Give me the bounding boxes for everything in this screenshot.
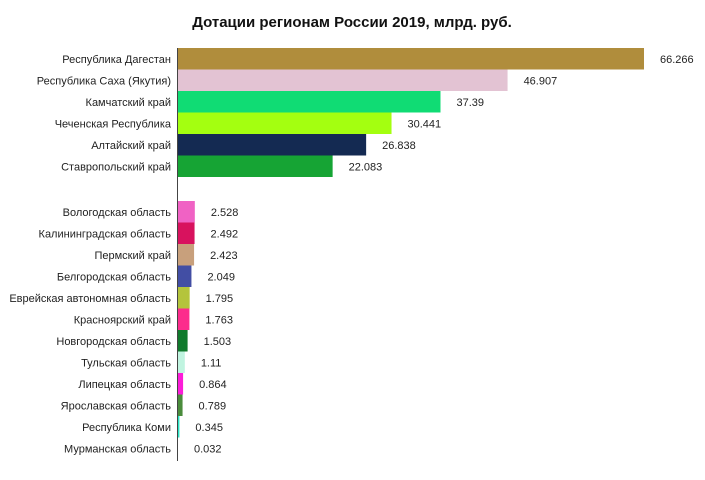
bar-0-3 [177, 112, 392, 134]
bar-1-7 [177, 351, 185, 373]
value-label-1-1: 2.492 [211, 228, 239, 240]
value-label-1-6: 1.503 [204, 336, 232, 348]
bar-1-5 [177, 308, 190, 330]
value-label-0-2: 37.39 [457, 97, 485, 109]
category-label-1-1: Калининградская область [39, 228, 172, 240]
category-label-0-2: Камчатский край [86, 97, 171, 109]
value-label-0-1: 46.907 [524, 75, 558, 87]
category-label-1-7: Тульская область [81, 357, 171, 369]
bar-1-9 [177, 394, 183, 416]
value-label-1-4: 1.795 [206, 293, 234, 305]
bar-0-2 [177, 91, 441, 113]
chart-title: Дотации регионам России 2019, млрд. руб. [192, 14, 512, 31]
value-label-0-4: 26.838 [382, 140, 416, 152]
value-label-1-0: 2.528 [211, 207, 239, 219]
category-label-1-8: Липецкая область [78, 379, 171, 391]
category-label-0-3: Чеченская Республика [55, 118, 172, 130]
bar-0-5 [177, 155, 333, 177]
value-label-0-3: 30.441 [408, 118, 442, 130]
value-label-1-11: 0.032 [194, 443, 222, 455]
bars-group [177, 48, 644, 459]
category-label-1-11: Мурманская область [64, 443, 171, 455]
category-label-0-5: Ставропольский край [61, 161, 171, 173]
category-label-0-0: Республика Дагестан [62, 54, 171, 66]
labels-group: Республика Дагестан 66.266 Республика Саха… [9, 54, 693, 456]
value-label-1-2: 2.423 [210, 250, 238, 262]
bar-0-1 [177, 69, 508, 91]
value-label-0-5: 22.083 [349, 161, 383, 173]
category-label-0-4: Алтайский край [91, 140, 171, 152]
bar-1-8 [177, 373, 184, 395]
bar-0-0 [177, 48, 644, 70]
bar-1-2 [177, 244, 195, 266]
category-label-1-10: Республика Коми [82, 422, 171, 434]
value-label-0-0: 66.266 [660, 54, 694, 66]
category-label-0-1: Республика Саха (Якутия) [37, 75, 171, 87]
bar-1-3 [177, 265, 192, 287]
bar-1-0 [177, 201, 195, 223]
value-label-1-10: 0.345 [195, 422, 223, 434]
value-label-1-5: 1.763 [205, 314, 233, 326]
bar-1-4 [177, 287, 190, 309]
category-label-1-6: Новгородская область [56, 336, 171, 348]
value-label-1-8: 0.864 [199, 379, 227, 391]
bar-0-4 [177, 134, 367, 156]
category-label-1-5: Красноярский край [74, 314, 171, 326]
value-label-1-9: 0.789 [199, 400, 227, 412]
value-label-1-7: 1.11 [201, 357, 222, 369]
bar-1-1 [177, 222, 195, 244]
category-label-1-3: Белгородская область [57, 271, 171, 283]
category-label-1-9: Ярославская область [61, 400, 172, 412]
bar-1-6 [177, 330, 188, 352]
category-label-1-0: Вологодская область [63, 207, 172, 219]
bar-1-10 [177, 416, 180, 438]
value-label-1-3: 2.049 [207, 271, 235, 283]
category-label-1-2: Пермский край [94, 250, 171, 262]
category-label-1-4: Еврейская автономная область [9, 293, 171, 305]
